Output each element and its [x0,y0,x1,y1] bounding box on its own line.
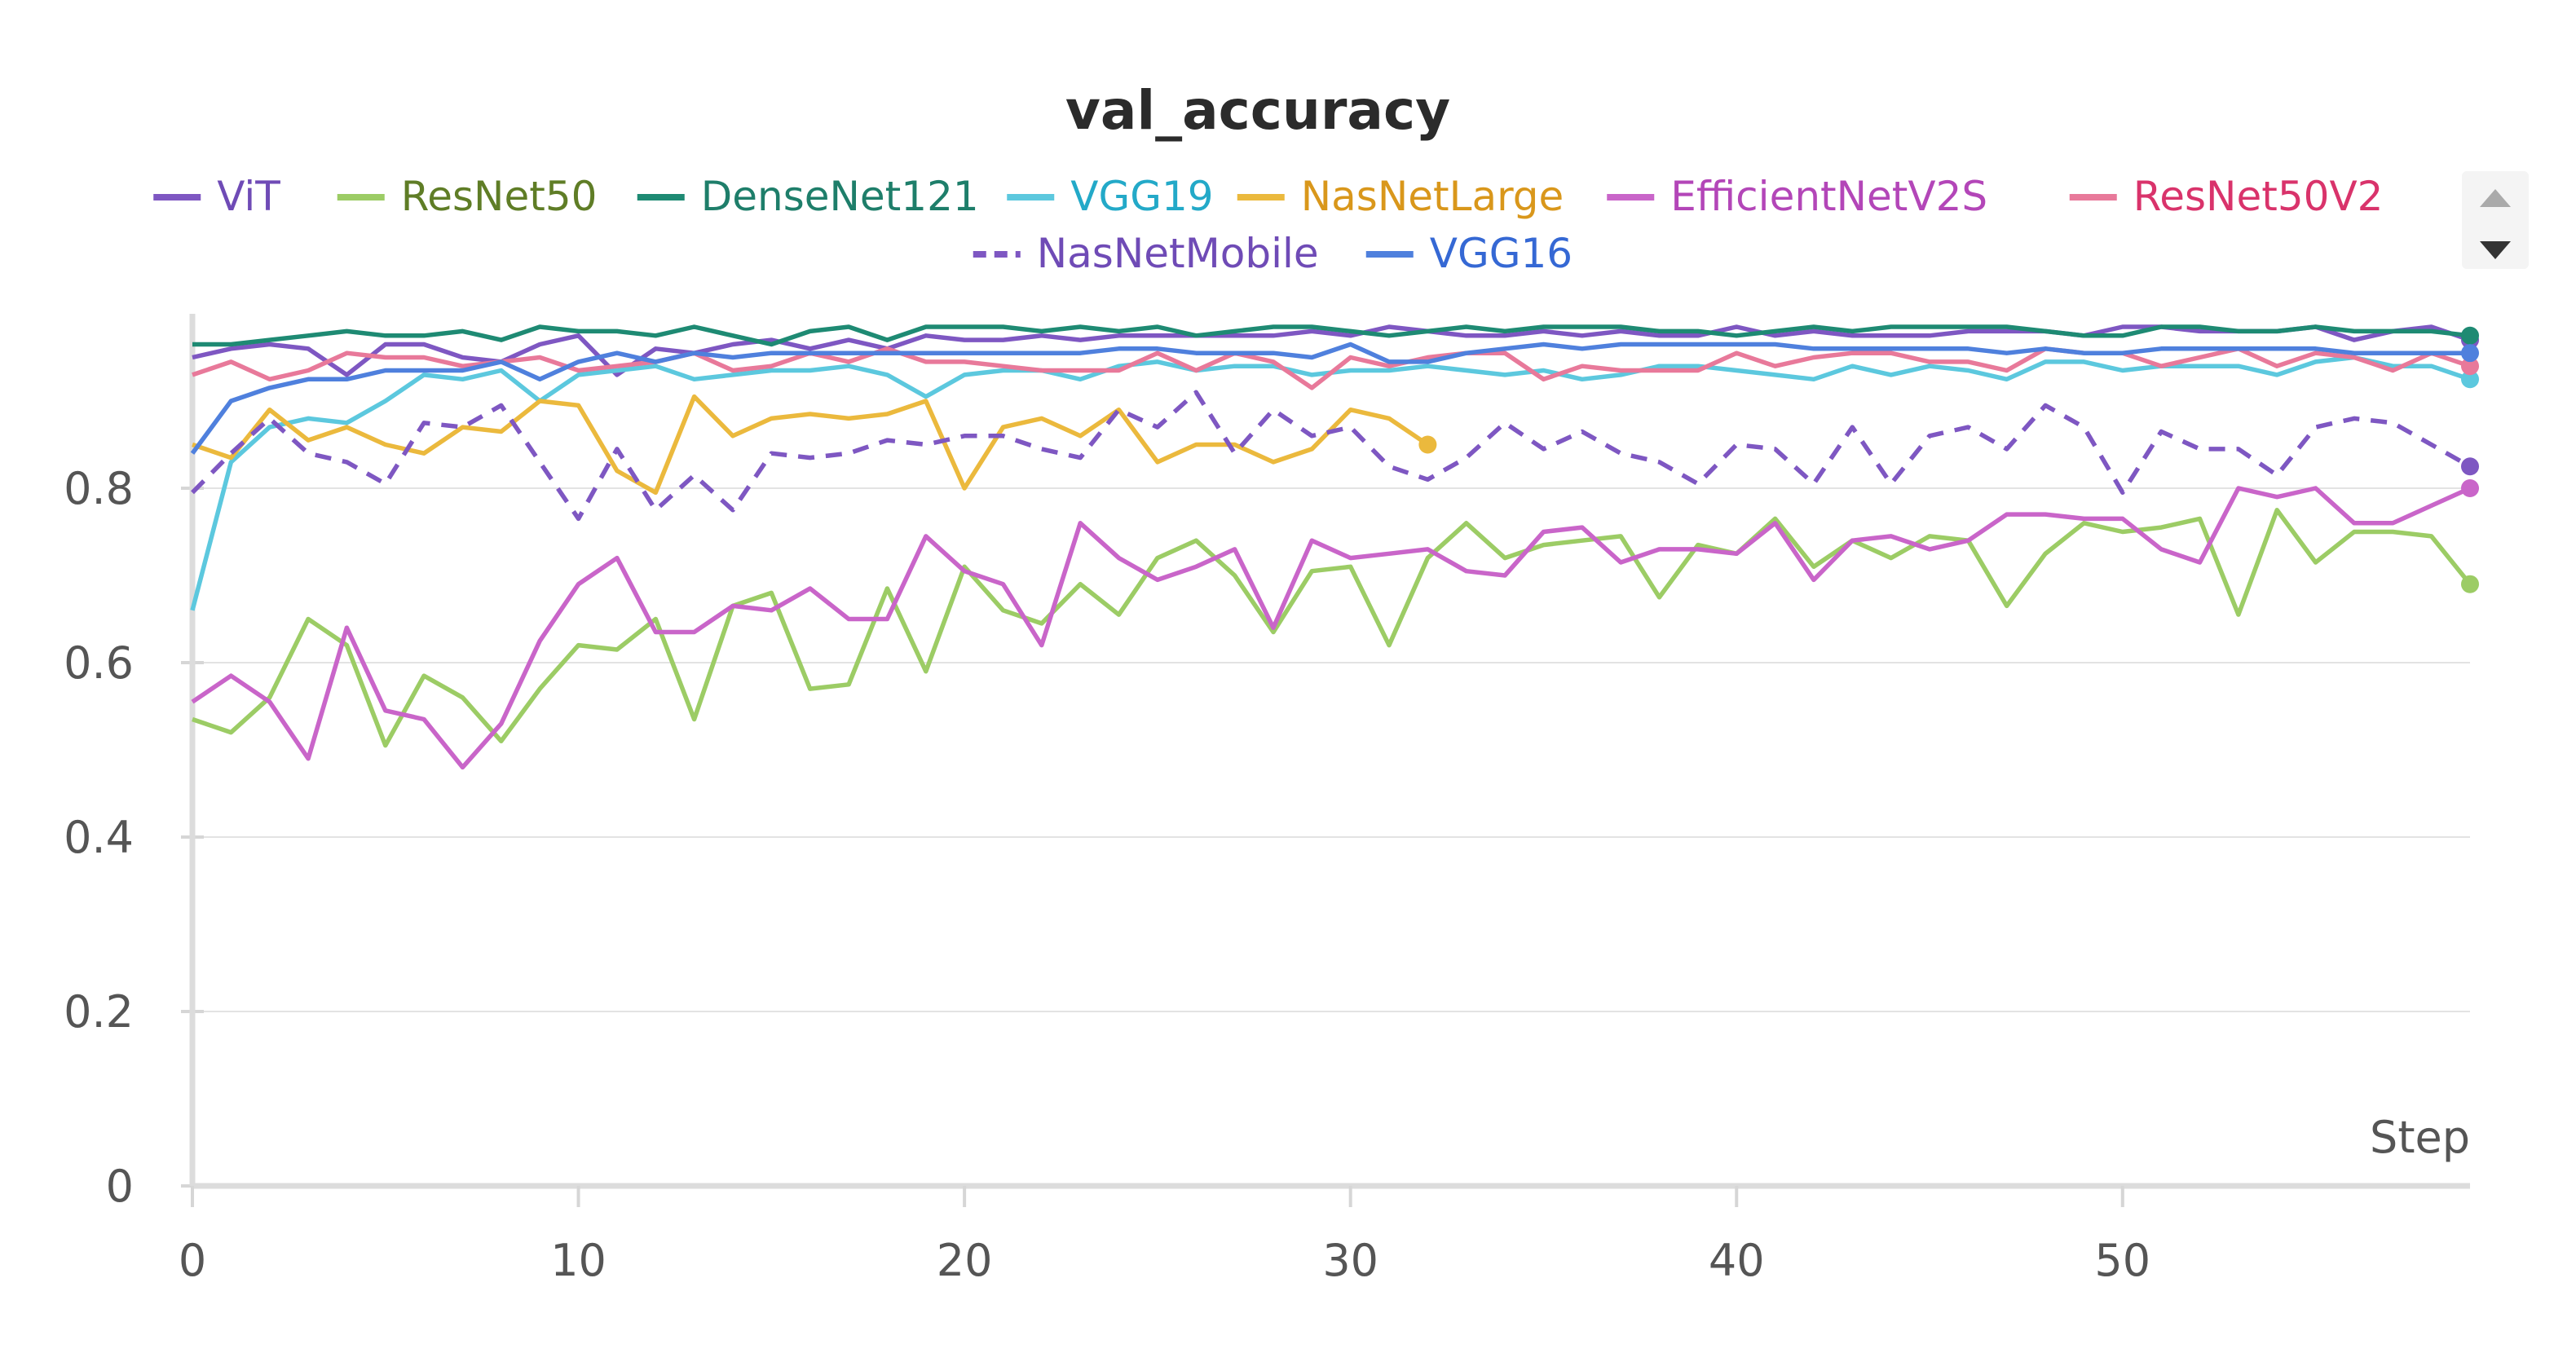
axes: 0 0.2 0.4 0.6 0.8 0 10 20 30 40 50 [64,314,2470,1286]
legend-item-densenet121[interactable]: DenseNet121 [637,173,979,220]
legend-label: ResNet50 [401,173,598,220]
legend-item-resnet50[interactable]: ResNet50 [337,173,598,220]
legend-item-nasnetmobile[interactable]: NasNetMobile [973,230,1319,277]
x-tick-label: 0 [179,1235,206,1286]
legend-item-nasnetlarge[interactable]: NasNetLarge [1237,173,1564,220]
legend-scroll[interactable] [2462,171,2529,269]
series-end-point-efficientnetv2s [2461,479,2479,497]
chevron-up-icon[interactable] [2480,189,2511,207]
legend-label: NasNetLarge [1301,173,1564,220]
legend-scroll-box [2462,171,2529,269]
legend[interactable]: ViT ResNet50 DenseNet121 VGG19 NasNetLarge Ef… [153,173,2383,277]
legend-label: NasNetMobile [1037,230,1319,277]
series-end-point-resnet50v2 [2461,357,2479,376]
series-end-point-vgg19 [2461,370,2479,389]
legend-item-vit[interactable]: ViT [153,173,280,220]
y-tick-label: 0.8 [64,463,134,514]
series-end-point-nasnetlarge [1418,435,1437,454]
grid [202,487,2470,1012]
legend-label: ViT [217,173,280,220]
legend-label: ResNet50V2 [2133,173,2384,220]
legend-label: DenseNet121 [701,173,979,220]
legend-label: VGG16 [1430,230,1573,277]
y-tick-label: 0 [106,1161,134,1212]
x-tick-label: 40 [1709,1235,1765,1286]
legend-item-vgg19[interactable]: VGG19 [1007,173,1214,220]
legend-item-vgg16[interactable]: VGG16 [1365,230,1573,277]
chart-title: val_accuracy [1065,79,1450,142]
series-end-point-densenet121 [2461,326,2479,345]
x-tick-label: 20 [937,1235,993,1286]
y-tick-label: 0.2 [64,986,134,1038]
x-tick-label: 30 [1322,1235,1378,1286]
x-tick-label: 10 [550,1235,607,1286]
series-line-vgg19 [190,355,2471,611]
series-end-point-resnet50 [2461,575,2479,593]
series-line-densenet121 [192,324,2471,347]
series-line-resnet50 [192,508,2472,748]
series-end-point-nasnetmobile [2461,457,2479,476]
series-line-efficientnetv2s [191,486,2472,770]
series-layer [190,324,2479,770]
x-axis-title: Step [2370,1112,2470,1163]
series-line-nasnetlarge [192,394,1429,496]
legend-label: EfficientNetV2S [1670,173,1987,220]
series-end-point-vgg16 [2461,344,2479,363]
y-tick-label: 0.4 [64,812,134,863]
legend-item-efficientnetv2s[interactable]: EfficientNetV2S [1607,173,1987,220]
series-line-nasnetmobile [191,390,2472,522]
x-tick-label: 50 [2094,1235,2150,1286]
legend-label: VGG19 [1070,173,1213,220]
chevron-down-icon[interactable] [2480,241,2511,259]
legend-item-resnet50v2[interactable]: ResNet50V2 [2069,173,2384,220]
y-tick-label: 0.6 [64,637,134,689]
series-line-vgg16 [190,342,2470,455]
